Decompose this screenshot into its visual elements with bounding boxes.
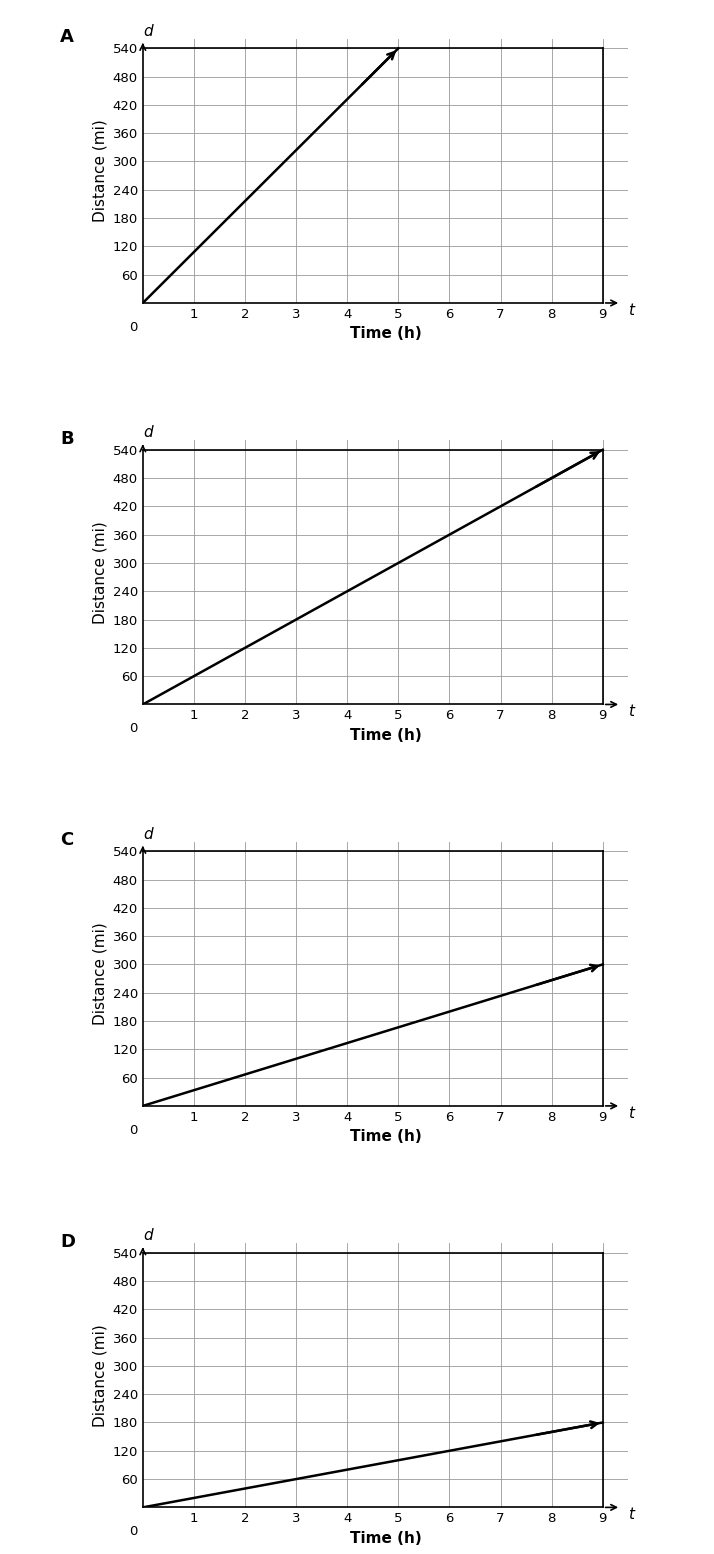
Text: t: t: [628, 303, 634, 319]
X-axis label: Time (h): Time (h): [350, 1130, 421, 1144]
Text: d: d: [143, 23, 152, 39]
Text: t: t: [628, 1106, 634, 1120]
X-axis label: Time (h): Time (h): [350, 727, 421, 743]
Text: D: D: [60, 1232, 75, 1251]
Text: 0: 0: [129, 1124, 138, 1138]
Text: t: t: [628, 1507, 634, 1523]
Text: 0: 0: [129, 1526, 138, 1538]
Y-axis label: Distance (mi): Distance (mi): [92, 120, 107, 222]
Text: d: d: [143, 426, 152, 440]
Text: B: B: [60, 430, 74, 448]
Y-axis label: Distance (mi): Distance (mi): [92, 521, 107, 623]
X-axis label: Time (h): Time (h): [350, 1531, 421, 1546]
Text: d: d: [143, 1228, 152, 1243]
Text: 0: 0: [129, 320, 138, 334]
Y-axis label: Distance (mi): Distance (mi): [92, 1324, 107, 1427]
Text: C: C: [60, 831, 74, 848]
Text: d: d: [143, 827, 152, 842]
Text: A: A: [60, 28, 74, 47]
Y-axis label: Distance (mi): Distance (mi): [92, 923, 107, 1026]
X-axis label: Time (h): Time (h): [350, 326, 421, 342]
Text: 0: 0: [129, 723, 138, 735]
Text: t: t: [628, 704, 634, 720]
